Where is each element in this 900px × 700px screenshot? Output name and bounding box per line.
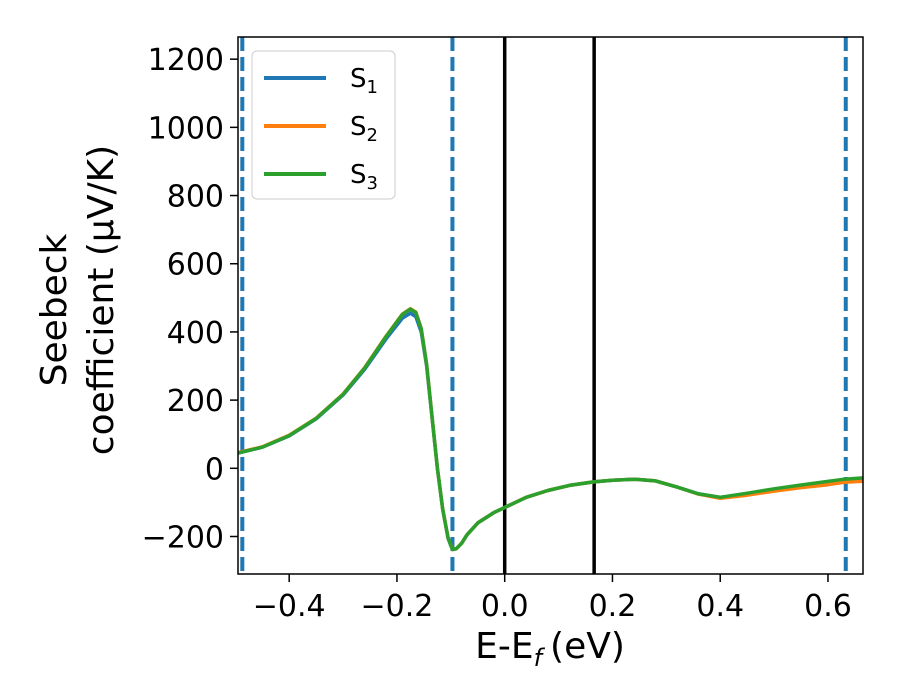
legend-label-s3: S3 [350,160,378,194]
y-tick-label: 800 [167,180,224,215]
x-axis-ticks: −0.4 −0.2 0.0 0.2 0.4 0.6 [253,574,852,624]
x-axis-label-main: E-E [475,626,533,667]
x-tick-label: 0.2 [589,589,637,624]
y-axis-ticks: −200 0 200 400 600 800 1000 1200 [142,43,238,555]
y-tick-label: 600 [167,248,224,283]
y-tick-label: 1200 [148,43,224,78]
x-tick-label: 0.0 [481,589,529,624]
y-axis-label-line1: Seebeck [34,233,75,386]
series-lines [238,306,863,552]
reference-lines [240,37,848,574]
y-tick-label: 400 [167,316,224,351]
y-axis-label: Seebeck coefficient (μV/K) [34,145,122,455]
x-tick-label: −0.2 [361,589,434,624]
y-tick-label: −200 [142,520,224,555]
x-axis-label-unit: (eV) [550,626,625,667]
y-tick-label: 1000 [148,111,224,146]
x-tick-label: −0.4 [253,589,326,624]
y-tick-label: 0 [205,452,224,487]
series-line-s3 [238,307,863,552]
legend: S1 S2 S3 [251,50,396,200]
y-axis-label-line2: coefficient (μV/K) [81,145,122,455]
x-tick-label: 0.4 [696,589,744,624]
x-tick-label: 0.6 [804,589,852,624]
legend-label-s1: S1 [350,64,378,98]
y-tick-label: 200 [167,384,224,419]
plot-frame [237,36,864,575]
x-axis-label: E-Ef (eV) [475,626,625,672]
legend-label-s2: S2 [350,112,378,146]
